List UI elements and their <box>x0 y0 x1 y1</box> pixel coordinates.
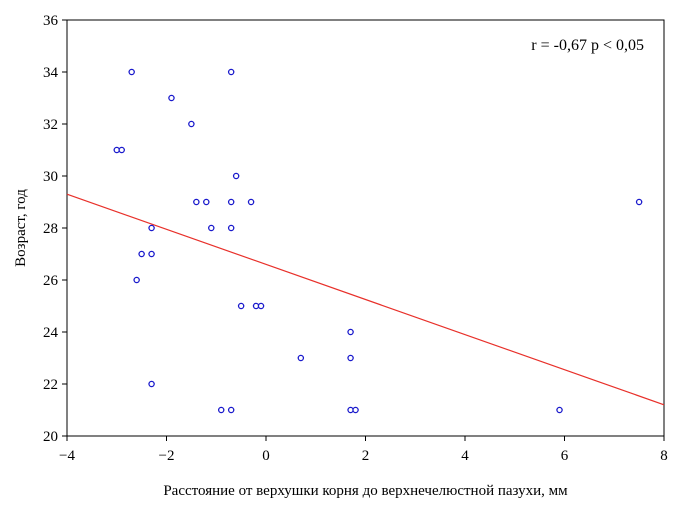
y-tick-label: 36 <box>43 13 59 29</box>
data-point <box>128 68 135 76</box>
data-point <box>217 406 225 414</box>
data-point <box>133 276 140 284</box>
x-tick-label: 8 <box>660 448 668 464</box>
data-point <box>188 120 195 128</box>
data-point <box>193 198 200 206</box>
data-point <box>232 172 240 180</box>
data-point <box>208 224 215 232</box>
data-point <box>168 94 175 102</box>
y-tick-label: 26 <box>43 273 59 289</box>
y-axis-ticks: 20 22 24 26 28 30 32 34 36 <box>43 13 67 445</box>
data-points <box>113 68 643 414</box>
data-point <box>227 406 235 414</box>
x-tick-label: 0 <box>262 448 270 464</box>
y-tick-label: 30 <box>43 169 58 185</box>
data-point <box>352 406 359 414</box>
x-tick-label: −4 <box>59 448 75 464</box>
x-tick-label: 4 <box>461 448 469 464</box>
y-tick-label: 32 <box>43 117 58 133</box>
correlation-annotation: r = -0,67 p < 0,05 <box>531 37 644 54</box>
data-point <box>203 198 210 206</box>
y-axis-label: Возраст, год <box>13 189 29 267</box>
data-point <box>257 302 265 310</box>
data-point <box>556 406 563 414</box>
data-point <box>227 198 235 206</box>
data-point <box>347 328 354 336</box>
y-tick-label: 20 <box>43 429 58 445</box>
data-point <box>347 354 354 362</box>
x-tick-label: 6 <box>561 448 569 464</box>
x-tick-label: −2 <box>159 448 175 464</box>
data-point <box>297 354 305 362</box>
regression-line <box>66 193 665 406</box>
data-point <box>227 68 235 76</box>
y-tick-label: 22 <box>43 377 58 393</box>
data-point <box>148 250 155 258</box>
data-point <box>148 224 155 232</box>
data-point <box>237 302 245 310</box>
data-point <box>118 146 125 154</box>
data-point <box>247 198 255 206</box>
y-tick-label: 34 <box>43 65 59 81</box>
y-tick-label: 28 <box>43 221 58 237</box>
data-point <box>227 224 235 232</box>
y-tick-label: 24 <box>43 325 59 341</box>
x-axis-ticks: −4 −2 0 2 4 6 8 <box>59 436 668 464</box>
x-tick-label: 2 <box>362 448 370 464</box>
x-axis-label: Расстояние от верхушки корня до верхнече… <box>163 483 568 499</box>
data-point <box>148 380 155 388</box>
data-point <box>138 250 145 258</box>
data-point <box>635 198 643 206</box>
